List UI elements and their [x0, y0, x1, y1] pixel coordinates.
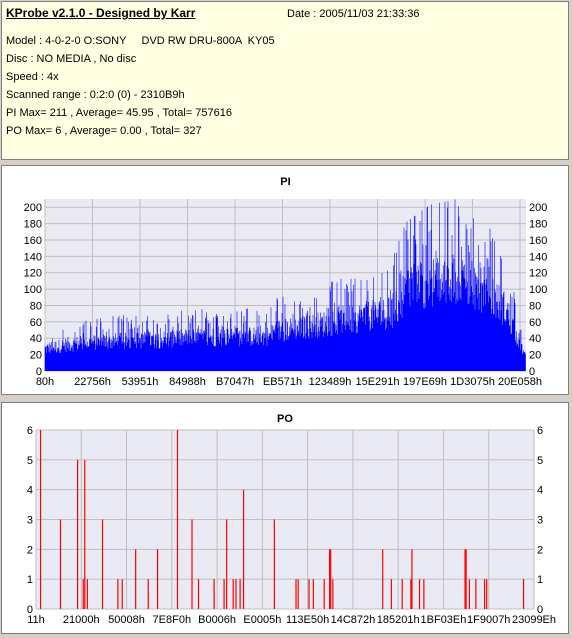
y-tick-label-left: 3 [27, 515, 33, 527]
y-tick-label-right: 0 [529, 366, 535, 378]
x-tick-label: 1F9007h [467, 614, 510, 626]
x-tick-label: 20E058h [498, 376, 542, 388]
y-tick-label-left: 40 [30, 333, 42, 345]
x-tick-label: 113E50h [286, 614, 329, 626]
y-tick-label-left: 120 [24, 268, 42, 280]
y-tick-label-left: 0 [36, 366, 42, 378]
y-tick-label-left: 1 [27, 574, 33, 586]
info-panel: KProbe v2.1.0 - Designed by Karr Date : … [1, 1, 569, 160]
y-tick-label-left: 2 [27, 544, 33, 556]
y-tick-label-right: 100 [529, 284, 547, 296]
y-tick-label-left: 100 [24, 284, 42, 296]
x-tick-label: 21000h [63, 614, 100, 626]
app-title: KProbe v2.1.0 - Designed by Karr [6, 6, 196, 20]
y-tick-label-right: 60 [529, 317, 541, 329]
x-tick-label: 80h [36, 376, 54, 388]
y-tick-label-left: 140 [24, 251, 42, 263]
y-tick-label-right: 80 [529, 300, 541, 312]
y-tick-label-right: 5 [537, 455, 543, 467]
y-tick-label-left: 6 [27, 425, 33, 437]
y-tick-label-left: 20 [30, 350, 42, 362]
pi-bars [44, 199, 526, 371]
y-tick-label-right: 160 [529, 235, 547, 247]
y-tick-label-right: 140 [529, 251, 547, 263]
x-tick-label: 84988h [169, 376, 206, 388]
disc-line: Disc : NO MEDIA , No disc [6, 53, 137, 65]
y-tick-label-right: 3 [537, 515, 543, 527]
x-tick-label: 50008h [108, 614, 145, 626]
speed-line: Speed : 4x [6, 71, 59, 83]
scan-date: Date : 2005/11/03 21:33:36 [287, 8, 420, 20]
pi-stats-line: PI Max= 211 , Average= 45.95 , Total= 75… [6, 107, 232, 119]
x-tick-label: 1BF03Eh [421, 614, 467, 626]
chart-title: PO [277, 413, 293, 425]
pi-series [44, 199, 526, 371]
x-tick-label: 185201h [377, 614, 420, 626]
po-chart: 0 0 1 1 2 2 3 3 4 4 5 5 6 6 11h 21000h 50008h 7E8F0h B0006… [27, 413, 556, 626]
range-line: Scanned range : 0:2:0 (0) - 2310B9h [6, 89, 185, 101]
pi-chart: 0 0 20 20 40 40 60 60 80 80 100 100 120 120 140 140 160 1… [24, 176, 548, 388]
po-series [39, 430, 525, 609]
x-tick-label: EB571h [263, 376, 302, 388]
y-tick-label-left: 80 [30, 300, 42, 312]
model-line: Model : 4-0-2-0 O:SONY DVD RW DRU-800A K… [6, 35, 275, 47]
pi-chart-panel: 0 0 20 20 40 40 60 60 80 80 100 100 120 120 140 140 160 1… [1, 165, 569, 395]
y-tick-label-right: 2 [537, 544, 543, 556]
y-tick-label-left: 160 [24, 235, 42, 247]
y-tick-label-left: 180 [24, 219, 42, 231]
x-tick-label: E0005h [243, 614, 281, 626]
y-tick-label-right: 40 [529, 333, 541, 345]
y-tick-label-left: 4 [27, 485, 33, 497]
chart-title: PI [280, 176, 290, 188]
x-tick-label: 22756h [74, 376, 111, 388]
x-tick-label: 11h [27, 614, 45, 626]
y-tick-label-left: 60 [30, 317, 42, 329]
po-chart-panel: 0 0 1 1 2 2 3 3 4 4 5 5 6 6 11h 21000h 50008h 7E8F0h B0006… [1, 402, 569, 634]
x-tick-label: 53951h [122, 376, 159, 388]
y-tick-label-right: 1 [537, 574, 543, 586]
x-tick-label: B0006h [198, 614, 236, 626]
y-tick-label-right: 6 [537, 425, 543, 437]
x-tick-label: 14C872h [331, 614, 376, 626]
x-tick-label: 1D3075h [450, 376, 495, 388]
y-tick-label-right: 180 [529, 219, 547, 231]
y-tick-label-left: 200 [24, 202, 42, 214]
y-tick-label-right: 120 [529, 268, 547, 280]
y-tick-label-left: 0 [27, 604, 33, 616]
y-tick-label-left: 5 [27, 455, 33, 467]
x-tick-label: 123489h [309, 376, 352, 388]
y-tick-label-right: 200 [529, 202, 547, 214]
po-stats-line: PO Max= 6 , Average= 0.00 , Total= 327 [6, 125, 202, 137]
x-tick-label: B7047h [216, 376, 254, 388]
x-tick-label: 23099Eh [512, 614, 556, 626]
y-tick-label-right: 20 [529, 350, 541, 362]
x-tick-label: 197E69h [403, 376, 447, 388]
y-tick-label-right: 4 [537, 485, 543, 497]
x-tick-label: 7E8F0h [153, 614, 192, 626]
y-tick-label-right: 0 [537, 604, 543, 616]
x-tick-label: 15E291h [355, 376, 399, 388]
